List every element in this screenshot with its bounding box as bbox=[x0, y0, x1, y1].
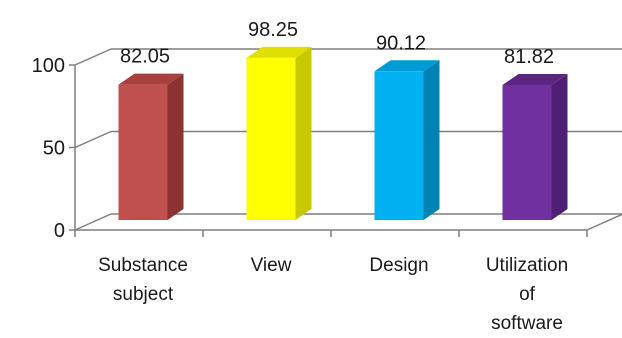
gridline-side-0 bbox=[74, 213, 112, 231]
x-tick-label-0-line-1: subject bbox=[113, 284, 174, 305]
bar-3 bbox=[502, 84, 552, 220]
bar-top-3 bbox=[502, 73, 568, 85]
x-tick-label-1: View bbox=[251, 255, 292, 276]
x-tick-label-3-line-1: of bbox=[519, 284, 536, 305]
x-tick-label-0-line-0: Substance bbox=[98, 255, 188, 276]
x-tick-label-0: Substance subject bbox=[98, 255, 188, 305]
x-tick-label-2: Design bbox=[369, 255, 428, 276]
x-tick-label-1-line-0: View bbox=[251, 255, 292, 276]
data-label-1: 98.25 bbox=[248, 19, 298, 41]
floor-right-edge bbox=[586, 213, 622, 231]
data-label-2: 90.12 bbox=[376, 32, 426, 54]
bar-top-1 bbox=[246, 46, 312, 58]
data-label-3: 81.82 bbox=[504, 46, 554, 68]
y-tick-label-50: 50 bbox=[43, 138, 65, 160]
x-tick-label-3: Utilization of software bbox=[486, 255, 568, 334]
x-tick-label-3-line-2: software bbox=[491, 313, 563, 334]
bar-2 bbox=[374, 71, 424, 220]
bar-side-1 bbox=[295, 46, 312, 221]
y-tick-label-0: 0 bbox=[54, 220, 65, 242]
bar-side-2 bbox=[423, 60, 440, 220]
bar-side-3 bbox=[551, 73, 568, 220]
gridline-side-50 bbox=[74, 130, 112, 149]
bar-1 bbox=[246, 57, 296, 221]
bar-0 bbox=[118, 84, 168, 221]
x-tick-label-2-line-0: Design bbox=[369, 255, 428, 276]
x-tick-label-3-line-0: Utilization bbox=[486, 255, 568, 276]
y-tick-label-100: 100 bbox=[32, 55, 65, 77]
bar-top-2 bbox=[374, 60, 440, 72]
bar-top-0 bbox=[118, 73, 184, 85]
bar-side-0 bbox=[167, 73, 184, 221]
data-label-0: 82.05 bbox=[120, 46, 170, 68]
gridline-side-100 bbox=[74, 48, 112, 66]
